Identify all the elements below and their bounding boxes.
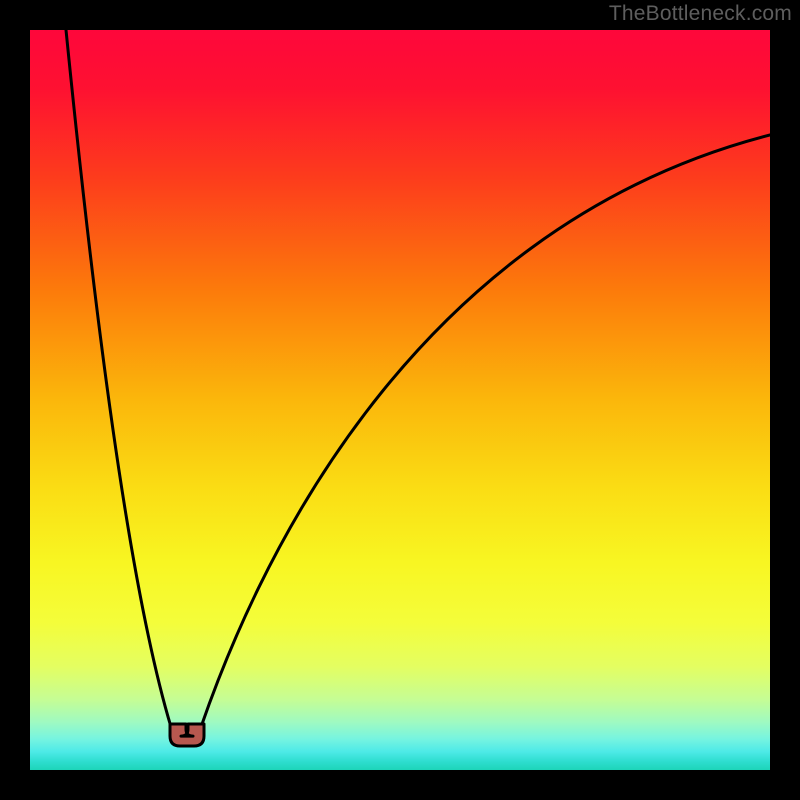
bottleneck-chart	[0, 0, 800, 800]
cusp-marker	[170, 724, 204, 746]
gradient-background	[30, 30, 770, 770]
chart-container: TheBottleneck.com	[0, 0, 800, 800]
